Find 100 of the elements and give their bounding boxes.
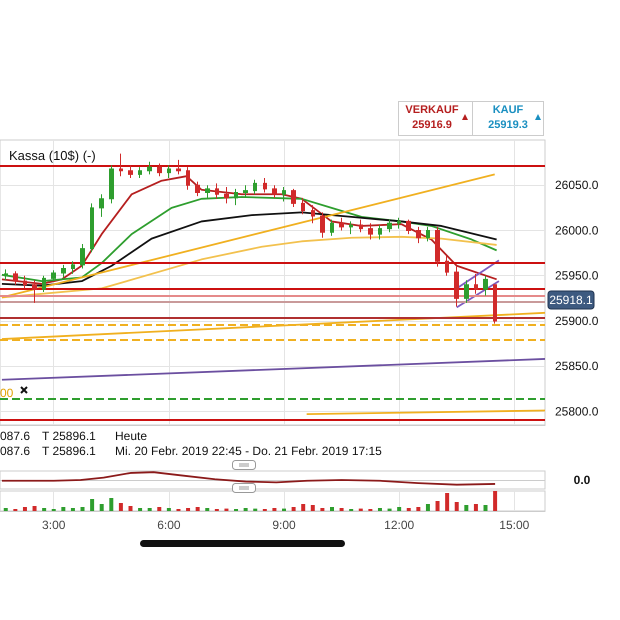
candlestick <box>71 260 75 274</box>
bar <box>436 501 440 511</box>
bar <box>138 508 142 511</box>
bar <box>272 508 276 511</box>
bar <box>32 506 37 511</box>
candlestick <box>416 226 421 244</box>
bar <box>90 499 94 511</box>
bar <box>310 505 315 511</box>
text: 087.6 <box>0 444 30 458</box>
text: Kassa (10$) (-) <box>9 148 96 163</box>
candlestick <box>368 222 373 240</box>
bar <box>406 508 411 511</box>
text: T 25896.1 <box>42 429 96 443</box>
bar <box>454 502 459 511</box>
bar <box>474 504 478 511</box>
bar <box>493 491 498 511</box>
candlestick <box>426 226 430 242</box>
candlestick <box>320 212 325 238</box>
candlestick <box>80 244 85 269</box>
x-tick-label: 12:00 <box>384 518 414 532</box>
text: 25918.1 <box>549 293 594 307</box>
bar <box>100 504 104 511</box>
x-tick-label: 3:00 <box>42 518 66 532</box>
y-tick-label: 25950.0 <box>555 268 599 283</box>
text: 25916.9 <box>412 119 452 131</box>
annotation: 00 <box>0 386 14 400</box>
bar <box>205 508 210 511</box>
candlestick <box>397 217 401 230</box>
text: Mi. 20 Febr. 2019 22:45 - Do. 21 Febr. 2019 17:15 <box>115 444 382 458</box>
bar <box>22 507 27 511</box>
bar <box>340 508 344 511</box>
bar <box>118 503 123 511</box>
text: T 25896.1 <box>42 444 96 458</box>
candlestick <box>61 264 66 278</box>
candlestick <box>253 179 257 195</box>
bar <box>109 498 114 511</box>
candlestick <box>195 181 200 197</box>
text: 25919.3 <box>488 119 528 131</box>
candlestick <box>349 220 353 235</box>
bar <box>426 504 430 511</box>
bar <box>484 505 488 511</box>
x-tick-label: 15:00 <box>499 518 530 532</box>
candlestick <box>387 219 392 233</box>
y-tick-label: 25900.0 <box>555 314 599 328</box>
bar <box>196 507 200 511</box>
candlestick <box>378 224 382 240</box>
candlestick <box>464 280 469 304</box>
candlestick <box>186 166 190 190</box>
candlestick <box>215 182 219 200</box>
bar <box>61 507 66 511</box>
candlestick <box>99 194 104 218</box>
bar <box>292 507 296 511</box>
x-tick-label: 6:00 <box>157 518 181 532</box>
line-series <box>1 236 498 298</box>
candlestick <box>406 219 411 235</box>
candlestick <box>109 164 114 204</box>
candlestick <box>157 163 162 177</box>
candlestick <box>493 284 497 324</box>
bar <box>320 508 324 511</box>
candlestick <box>435 226 440 268</box>
candlestick <box>311 204 315 224</box>
bar <box>4 508 8 511</box>
candlestick <box>224 186 229 204</box>
bar <box>186 508 190 511</box>
candlestick <box>90 202 94 253</box>
candlestick <box>483 275 488 296</box>
candlestick <box>138 166 142 178</box>
text: 087.6 <box>0 429 30 443</box>
y-tick-label: 25800.0 <box>555 404 599 418</box>
bar <box>128 506 132 511</box>
bar <box>166 508 171 511</box>
bar <box>148 508 152 511</box>
bar <box>80 507 85 511</box>
candlestick <box>176 159 181 175</box>
bar <box>416 507 420 511</box>
bar <box>397 507 402 511</box>
candlestick <box>32 280 37 304</box>
candlestick <box>454 266 459 307</box>
candlestick <box>474 273 478 294</box>
bar <box>244 508 248 511</box>
candlestick <box>147 161 152 175</box>
text: KAUF <box>492 104 524 116</box>
bar <box>157 507 162 511</box>
candlestick <box>13 270 18 286</box>
text: Heute <box>115 429 148 443</box>
candlestick <box>119 153 123 177</box>
text: 0.0 <box>574 473 591 487</box>
candlestick <box>23 275 27 289</box>
bar <box>70 508 75 511</box>
candlestick <box>445 255 449 276</box>
candlestick <box>272 184 277 198</box>
candlestick <box>330 219 334 236</box>
bar <box>378 508 382 511</box>
y-tick-label: 25850.0 <box>555 359 599 374</box>
candlestick <box>291 188 296 208</box>
bar <box>330 507 334 511</box>
bar <box>445 493 450 511</box>
bar <box>464 505 468 511</box>
y-tick-label: 26050.0 <box>555 178 599 192</box>
candlestick <box>263 178 267 193</box>
